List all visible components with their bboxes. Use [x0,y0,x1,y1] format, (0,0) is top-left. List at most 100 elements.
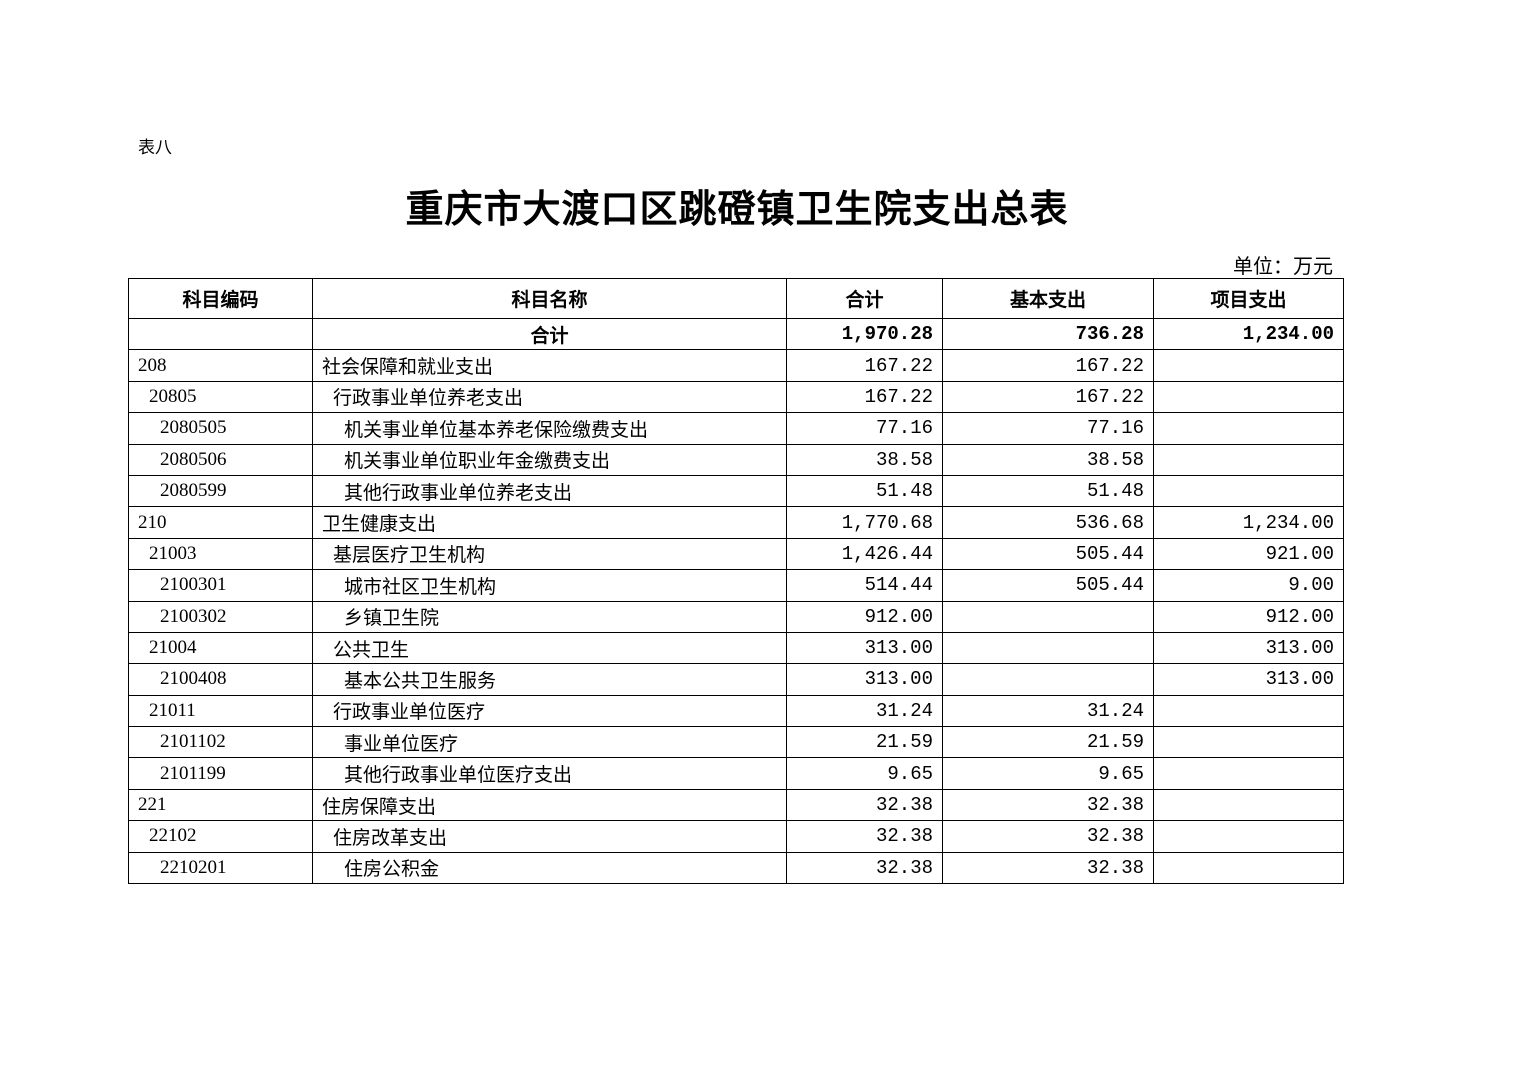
cell-total: 31.24 [786,694,943,728]
table-row: 21003 基层医疗卫生机构 1,426.44 505.44 921.00 [128,537,1344,571]
cell-total: 32.38 [786,788,943,822]
cell-code [128,317,313,351]
cell-name: 基层医疗卫生机构 [312,537,787,571]
cell-name: 行政事业单位养老支出 [312,380,787,414]
cell-total: 32.38 [786,820,943,853]
cell-code: 2101102 [128,726,313,759]
header-code: 科目编码 [128,278,313,319]
cell-project [1153,380,1344,414]
cell-basic: 536.68 [942,506,1154,539]
table-row: 2100301 城市社区卫生机构 514.44 505.44 9.00 [128,569,1344,602]
cell-name: 机关事业单位职业年金缴费支出 [312,443,787,476]
cell-project: 1,234.00 [1153,506,1344,539]
cell-code: 2100408 [128,663,313,696]
cell-code: 22102 [128,820,313,853]
cell-code: 2080506 [128,443,313,476]
cell-name: 行政事业单位医疗 [312,694,787,728]
table-row: 2101102 事业单位医疗 21.59 21.59 [128,726,1344,759]
cell-project [1153,474,1344,508]
table-row: 20805 行政事业单位养老支出 167.22 167.22 [128,380,1344,414]
cell-total: 514.44 [786,569,943,602]
cell-total: 167.22 [786,349,943,382]
table-row: 21011 行政事业单位医疗 31.24 31.24 [128,694,1344,728]
table-row: 22102 住房改革支出 32.38 32.38 [128,820,1344,853]
cell-total: 21.59 [786,726,943,759]
table-row: 21004 公共卫生 313.00 313.00 [128,631,1344,665]
cell-name: 住房公积金 [312,851,787,885]
cell-project [1153,851,1344,885]
cell-code: 2100301 [128,569,313,602]
cell-project [1153,788,1344,822]
cell-basic: 9.65 [942,757,1154,790]
cell-code: 2080599 [128,474,313,508]
table-row: 208 社会保障和就业支出 167.22 167.22 [128,349,1344,382]
cell-total: 313.00 [786,663,943,696]
table-row: 2080599 其他行政事业单位养老支出 51.48 51.48 [128,474,1344,508]
cell-total: 1,770.68 [786,506,943,539]
header-total: 合计 [786,278,943,319]
table-row: 2100302 乡镇卫生院 912.00 912.00 [128,600,1344,633]
cell-name: 公共卫生 [312,631,787,665]
cell-basic: 505.44 [942,569,1154,602]
table-row: 210 卫生健康支出 1,770.68 536.68 1,234.00 [128,506,1344,539]
table-row: 2101199 其他行政事业单位医疗支出 9.65 9.65 [128,757,1344,790]
cell-total: 1,970.28 [786,317,943,351]
header-basic: 基本支出 [942,278,1154,319]
cell-basic: 736.28 [942,317,1154,351]
expenditure-table: 科目编码 科目名称 合计 基本支出 项目支出 合计 1,970.28 736.2… [128,278,1344,885]
header-row: 科目编码 科目名称 合计 基本支出 项目支出 [128,278,1344,319]
cell-total: 167.22 [786,380,943,414]
cell-total: 77.16 [786,412,943,445]
cell-code: 210 [128,506,313,539]
cell-basic: 32.38 [942,851,1154,885]
cell-project: 912.00 [1153,600,1344,633]
cell-name: 住房改革支出 [312,820,787,853]
page-title: 重庆市大渡口区跳磴镇卫生院支出总表 [405,189,1069,231]
cell-code: 20805 [128,380,313,414]
cell-basic: 32.38 [942,820,1154,853]
cell-basic: 32.38 [942,788,1154,822]
cell-project: 313.00 [1153,663,1344,696]
cell-name: 乡镇卫生院 [312,600,787,633]
cell-code: 2100302 [128,600,313,633]
cell-code: 21004 [128,631,313,665]
cell-name: 机关事业单位基本养老保险缴费支出 [312,412,787,445]
cell-code: 21011 [128,694,313,728]
cell-code: 2101199 [128,757,313,790]
cell-code: 208 [128,349,313,382]
cell-project [1153,412,1344,445]
unit-label: 单位：万元 [1233,256,1333,278]
cell-project: 1,234.00 [1153,317,1344,351]
cell-code: 2210201 [128,851,313,885]
header-project: 项目支出 [1153,278,1344,319]
cell-basic: 51.48 [942,474,1154,508]
cell-basic [942,600,1154,633]
cell-basic [942,631,1154,665]
cell-code: 21003 [128,537,313,571]
cell-total: 1,426.44 [786,537,943,571]
cell-name: 其他行政事业单位医疗支出 [312,757,787,790]
cell-project [1153,820,1344,853]
table-row: 2100408 基本公共卫生服务 313.00 313.00 [128,663,1344,696]
total-row: 合计 1,970.28 736.28 1,234.00 [128,317,1344,351]
cell-basic: 77.16 [942,412,1154,445]
cell-basic: 167.22 [942,349,1154,382]
cell-code: 221 [128,788,313,822]
cell-total: 313.00 [786,631,943,665]
cell-name: 基本公共卫生服务 [312,663,787,696]
cell-name: 城市社区卫生机构 [312,569,787,602]
cell-project [1153,757,1344,790]
table-number-label: 表八 [138,138,172,157]
table-row: 2080505 机关事业单位基本养老保险缴费支出 77.16 77.16 [128,412,1344,445]
cell-project: 9.00 [1153,569,1344,602]
cell-code: 2080505 [128,412,313,445]
header-name: 科目名称 [312,278,787,319]
cell-project [1153,726,1344,759]
cell-total: 9.65 [786,757,943,790]
cell-name: 其他行政事业单位养老支出 [312,474,787,508]
table-row: 2210201 住房公积金 32.38 32.38 [128,851,1344,885]
cell-project: 921.00 [1153,537,1344,571]
cell-total: 32.38 [786,851,943,885]
cell-name: 社会保障和就业支出 [312,349,787,382]
cell-basic [942,663,1154,696]
